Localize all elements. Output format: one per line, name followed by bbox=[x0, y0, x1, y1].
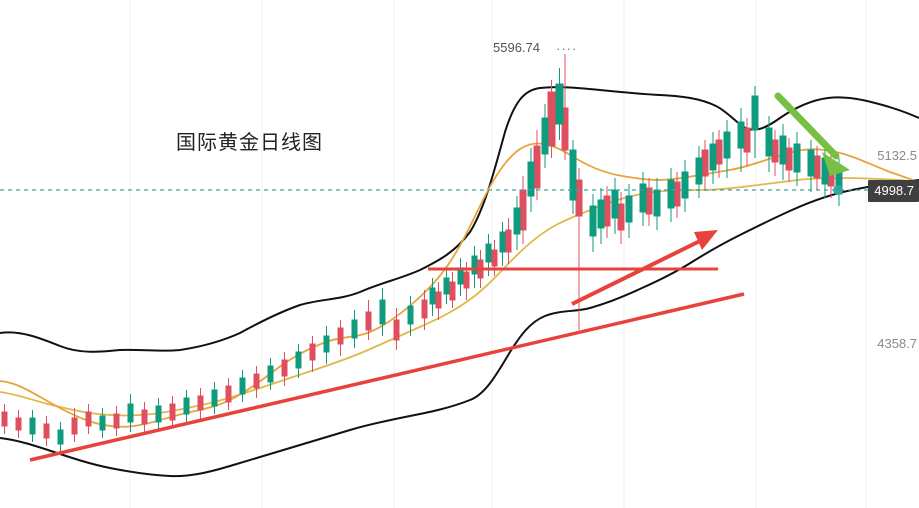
axis-price-lower: 4358.7 bbox=[877, 336, 917, 351]
chart-title-annotation: 国际黄金日线图 bbox=[176, 132, 323, 154]
peak-price-label: 5596.74 bbox=[493, 40, 540, 55]
axis-price-upper: 5132.5 bbox=[877, 148, 917, 163]
falling-arrow-icon bbox=[774, 92, 850, 176]
bollinger-lower-line bbox=[0, 179, 919, 478]
last-price-tag: 4998.7 bbox=[868, 180, 919, 202]
last-price-dot bbox=[833, 185, 843, 195]
bollinger-upper-line bbox=[0, 86, 919, 353]
ma-short-line bbox=[0, 142, 919, 428]
rising-arrow-icon bbox=[571, 230, 718, 306]
rising-support-line bbox=[29, 292, 745, 462]
peak-dots-marker: ···· bbox=[556, 41, 578, 56]
